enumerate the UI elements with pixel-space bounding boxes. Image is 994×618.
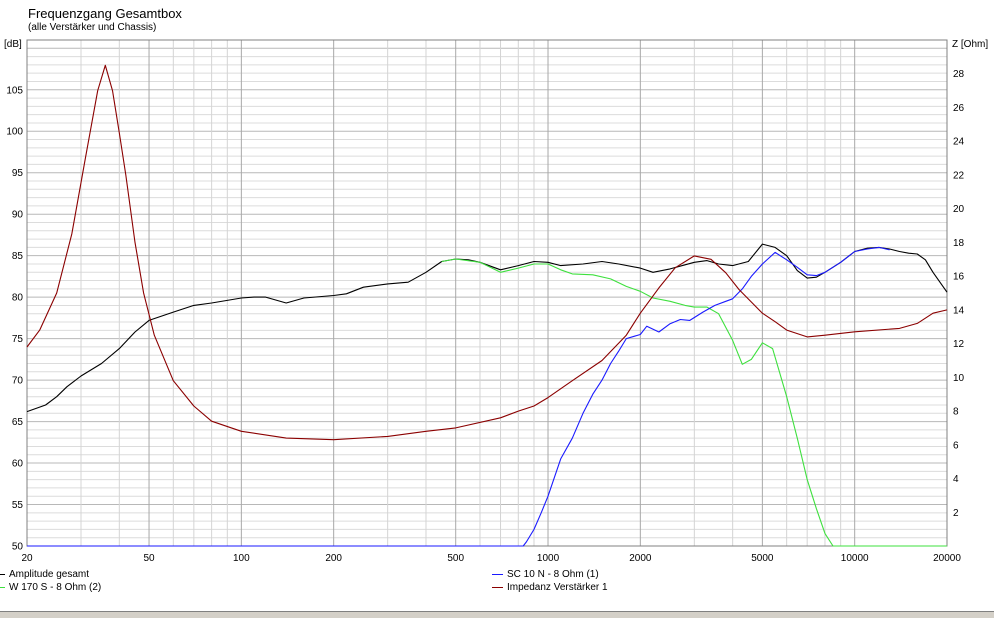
y-tick-label-left: 55 [12, 500, 24, 511]
legend-label: Amplitude gesamt [9, 569, 90, 580]
chart-series [26, 64, 948, 547]
legend-label: W 170 S - 8 Ohm (2) [9, 582, 102, 593]
series-line [26, 243, 948, 413]
y-axis-right-label: Z [Ohm] [952, 39, 989, 50]
status-bar [0, 611, 994, 618]
x-tick-label: 5000 [751, 553, 774, 564]
series-line [441, 258, 947, 547]
y-tick-label-right: 10 [953, 373, 965, 384]
legend-swatch [492, 587, 503, 588]
y-tick-label-left: 105 [6, 85, 23, 96]
y-axis-left-label: [dB] [4, 39, 22, 50]
y-tick-label-right: 8 [953, 407, 959, 418]
plot-border [26, 39, 948, 547]
legend-label: Impedanz Verstärker 1 [507, 582, 608, 593]
y-tick-label-right: 24 [953, 137, 965, 148]
y-tick-label-right: 4 [953, 474, 959, 485]
y-tick-label-right: 26 [953, 103, 965, 114]
chart-grid [26, 39, 948, 547]
x-tick-label: 1000 [537, 553, 560, 564]
y-tick-label-right: 16 [953, 272, 965, 283]
legend-swatch [0, 587, 5, 588]
x-tick-label: 100 [233, 553, 250, 564]
x-tick-label: 50 [143, 553, 155, 564]
legend-swatch [492, 574, 503, 575]
series-line [26, 64, 948, 441]
x-tick-label: 200 [325, 553, 342, 564]
y-tick-label-left: 50 [12, 542, 24, 553]
y-tick-label-right: 12 [953, 339, 965, 350]
series-line [27, 246, 890, 547]
y-tick-label-right: 18 [953, 238, 965, 249]
y-tick-label-right: 22 [953, 170, 965, 181]
y-tick-label-left: 95 [12, 168, 24, 179]
legend-item: W 170 S - 8 Ohm (2) [0, 582, 101, 593]
x-tick-label: 2000 [629, 553, 652, 564]
legend-label: SC 10 N - 8 Ohm (1) [507, 569, 599, 580]
x-tick-label: 20 [21, 553, 33, 564]
y-tick-label-left: 70 [12, 376, 24, 387]
x-tick-label: 500 [447, 553, 464, 564]
y-tick-label-left: 85 [12, 251, 24, 262]
y-tick-label-left: 65 [12, 417, 24, 428]
y-tick-label-right: 20 [953, 204, 965, 215]
legend-item: Amplitude gesamt [0, 569, 89, 580]
chart-title: Frequenzgang Gesamtbox [28, 6, 182, 21]
chart-ticks: 20 50 100 200 500 1000 2000 5000 10000 2000050556… [6, 69, 964, 564]
y-tick-label-right: 2 [953, 508, 959, 519]
x-tick-label: 20000 [933, 553, 961, 564]
y-tick-label-left: 60 [12, 459, 24, 470]
legend-item: Impedanz Verstärker 1 [492, 582, 608, 593]
y-tick-label-right: 6 [953, 440, 959, 451]
y-tick-label-left: 75 [12, 334, 24, 345]
legend-item: SC 10 N - 8 Ohm (1) [492, 569, 599, 580]
y-tick-label-right: 28 [953, 69, 965, 80]
y-tick-label-right: 14 [953, 305, 965, 316]
y-tick-label-left: 100 [6, 127, 23, 138]
y-tick-label-left: 80 [12, 293, 24, 304]
chart-subtitle: (alle Verstärker und Chassis) [28, 22, 157, 33]
x-tick-label: 10000 [841, 553, 869, 564]
y-tick-label-left: 90 [12, 210, 24, 221]
legend-swatch [0, 574, 5, 575]
